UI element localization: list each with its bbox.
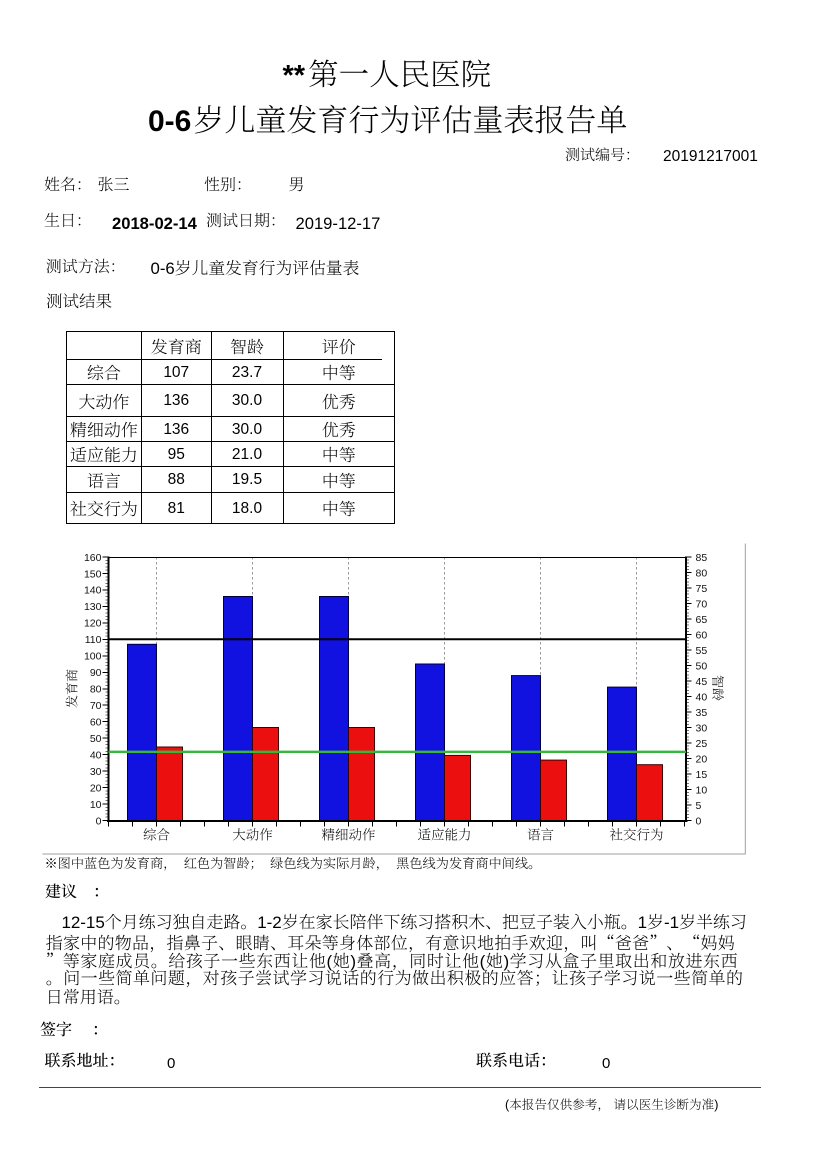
svg-text:70: 70 [90, 700, 102, 712]
svg-text:35: 35 [696, 707, 708, 719]
svg-text:140: 140 [84, 585, 102, 597]
svg-text:130: 130 [84, 601, 102, 613]
svg-text:160: 160 [84, 552, 102, 564]
svg-text:45: 45 [696, 676, 708, 688]
svg-text:55: 55 [696, 645, 708, 657]
svg-text:0: 0 [696, 815, 702, 827]
svg-text:精细动作: 精细动作 [322, 828, 376, 843]
svg-text:110: 110 [85, 634, 102, 646]
svg-text:15: 15 [696, 769, 708, 781]
svg-text:100: 100 [84, 651, 102, 663]
svg-text:综合: 综合 [143, 828, 170, 843]
svg-text:60: 60 [90, 716, 102, 728]
svg-text:75: 75 [696, 583, 708, 595]
svg-text:90: 90 [90, 667, 102, 679]
svg-text:20: 20 [90, 782, 102, 794]
svg-text:5: 5 [696, 800, 702, 812]
svg-text:50: 50 [696, 660, 708, 672]
svg-text:社交行为: 社交行为 [610, 828, 664, 843]
svg-text:85: 85 [696, 552, 708, 564]
svg-text:80: 80 [696, 567, 708, 579]
svg-text:30: 30 [696, 722, 708, 734]
svg-text:适应能力: 适应能力 [418, 828, 472, 843]
svg-text:30: 30 [90, 766, 102, 778]
svg-text:60: 60 [696, 629, 708, 641]
svg-text:40: 40 [90, 749, 102, 761]
svg-text:0: 0 [96, 815, 102, 827]
svg-text:65: 65 [696, 614, 708, 626]
svg-text:智龄: 智龄 [710, 675, 725, 701]
svg-text:10: 10 [90, 799, 102, 811]
svg-text:120: 120 [84, 618, 102, 630]
svg-text:语言: 语言 [527, 828, 554, 843]
svg-text:80: 80 [90, 684, 102, 696]
svg-text:25: 25 [696, 738, 708, 750]
svg-text:50: 50 [90, 733, 102, 745]
svg-text:40: 40 [696, 691, 708, 703]
svg-text:10: 10 [696, 784, 708, 796]
svg-text:20: 20 [696, 753, 708, 765]
svg-text:70: 70 [696, 598, 708, 610]
svg-text:150: 150 [84, 568, 102, 580]
svg-text:发育商: 发育商 [65, 669, 80, 708]
svg-text:大动作: 大动作 [232, 828, 273, 843]
